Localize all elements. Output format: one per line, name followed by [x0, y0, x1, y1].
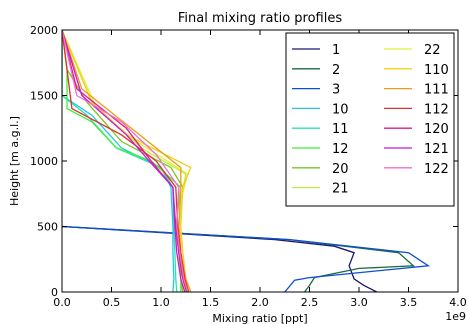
x-tick-label: 2.0: [251, 296, 269, 309]
series-line-10: [62, 30, 175, 292]
series-line-110: [62, 30, 192, 292]
x-tick-label: 0.5: [103, 296, 121, 309]
series-line-122: [62, 30, 189, 292]
y-tick-label: 1000: [30, 155, 58, 168]
legend-label-110: 110: [424, 63, 449, 78]
y-axis: 0 500 1000 1500 2000: [30, 24, 458, 299]
legend-label-10: 10: [332, 102, 349, 117]
series-line-3: [62, 225, 431, 292]
legend-label-3: 3: [332, 83, 340, 98]
legend-label-111: 111: [424, 83, 449, 98]
x-tick-label: 2.5: [301, 296, 319, 309]
y-tick-label: 0: [51, 286, 58, 299]
legend-label-122: 122: [424, 162, 449, 177]
x-tick-label: 0.0: [53, 296, 71, 309]
chart-title: Final mixing ratio profiles: [178, 11, 342, 26]
series-line-22: [62, 30, 190, 292]
y-tick-label: 1500: [30, 90, 58, 103]
legend-label-1: 1: [332, 43, 340, 58]
series-line-1: [62, 225, 378, 292]
x-axis: 0.0 0.5 1.0 1.5 2.0 2.5 3.0 3.5 4.0: [53, 30, 467, 309]
legend-label-21: 21: [332, 182, 349, 197]
legend-label-2: 2: [332, 63, 340, 78]
series-line-121: [62, 30, 186, 292]
legend-label-121: 121: [424, 142, 449, 157]
legend-label-112: 112: [424, 102, 449, 117]
y-tick-label: 500: [37, 221, 58, 234]
legend-label-11: 11: [332, 122, 349, 137]
legend-label-12: 12: [332, 142, 349, 157]
y-axis-label: Height [m a.g.l.]: [8, 116, 21, 206]
x-tick-label: 4.0: [449, 296, 467, 309]
x-tick-label: 3.0: [350, 296, 368, 309]
x-axis-label: Mixing ratio [ppt]: [212, 312, 307, 324]
x-axis-exponent: 1e9: [445, 310, 466, 323]
series-line-112: [62, 30, 190, 292]
x-tick-label: 1.0: [152, 296, 170, 309]
y-tick-label: 2000: [30, 24, 58, 37]
series-line-11: [62, 30, 178, 292]
x-tick-label: 1.5: [202, 296, 220, 309]
legend-box: [285, 32, 455, 207]
series-layer: [62, 30, 431, 292]
legend-label-120: 120: [424, 122, 449, 137]
x-tick-label: 3.5: [400, 296, 418, 309]
series-line-111: [62, 30, 192, 292]
legend-label-20: 20: [332, 162, 349, 177]
legend-label-22: 22: [424, 43, 441, 58]
